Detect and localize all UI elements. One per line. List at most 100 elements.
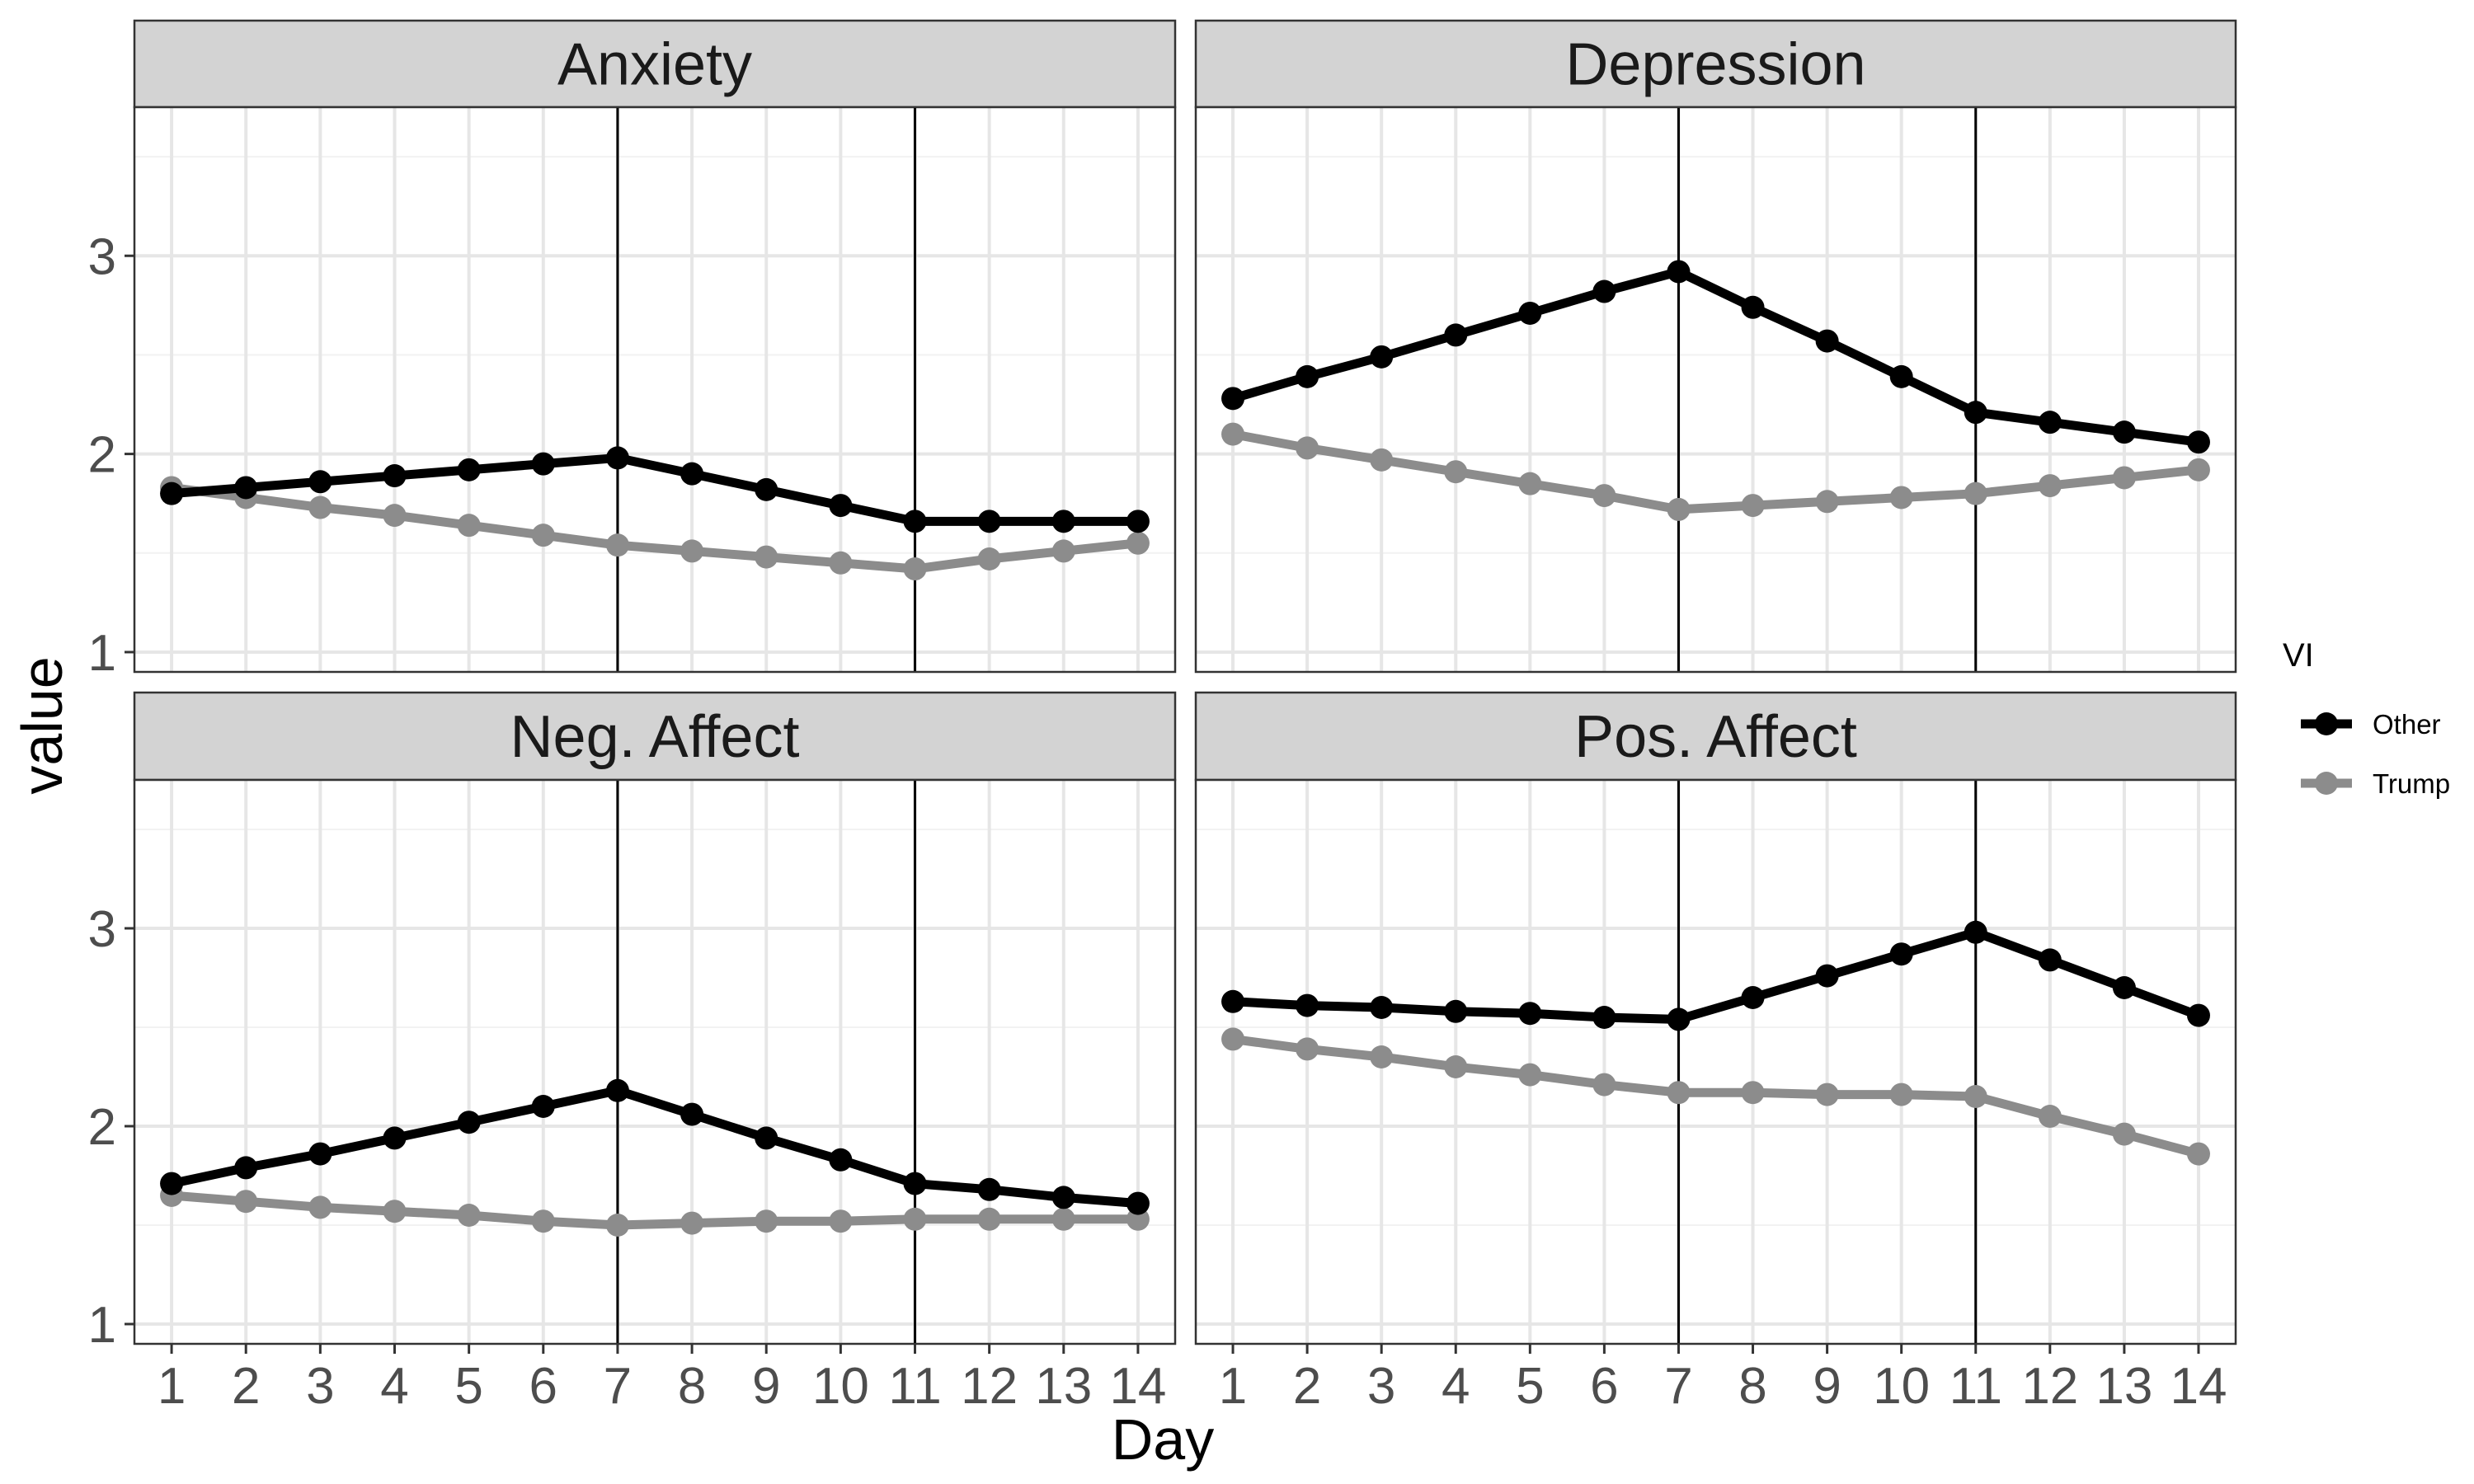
data-point [383, 464, 407, 488]
series-line [1231, 266, 2199, 447]
data-point [1592, 484, 1616, 508]
data-point [755, 1126, 778, 1150]
data-point [1444, 323, 1468, 347]
x-tick-label: 5 [454, 1358, 482, 1415]
series-line [1232, 430, 2199, 514]
x-tick-label: 2 [232, 1358, 260, 1415]
legend-label: Trump [2373, 768, 2450, 799]
data-point [1815, 490, 1839, 514]
data-point [1889, 1082, 1913, 1106]
x-tick-label: 7 [604, 1358, 632, 1415]
data-point [1518, 1063, 1542, 1087]
data-point [1370, 996, 1394, 1019]
x-tick-label: 4 [380, 1358, 408, 1415]
data-point [1889, 364, 1913, 388]
facet-title: Neg. Affect [510, 704, 800, 770]
legend-key-point [2315, 772, 2338, 795]
data-point [1221, 387, 1245, 411]
data-point [2038, 474, 2062, 498]
series-line [170, 1086, 1139, 1209]
facet-pos-affect: Pos. Affect [1194, 691, 2237, 1345]
data-point [1051, 1186, 1075, 1209]
y-tick-label: 2 [88, 427, 116, 484]
data-point [531, 524, 555, 547]
data-point [234, 1190, 258, 1214]
x-tick-label: 5 [1516, 1358, 1544, 1415]
data-point [1667, 1081, 1691, 1105]
x-axis-pos-affect: 1 2 3 4 5 6 7 8 9 10 11 12 13 14 [1219, 1344, 2227, 1415]
data-point [1964, 1085, 1987, 1108]
data-point [160, 1172, 184, 1195]
data-point [308, 1195, 332, 1219]
data-point [2186, 458, 2210, 481]
data-point [755, 477, 778, 501]
data-point [903, 510, 927, 533]
y-axis-neg-affect: 1 2 3 [88, 901, 134, 1354]
data-point [234, 476, 258, 500]
series-line [171, 453, 1138, 526]
data-point [1741, 986, 1765, 1009]
facet-strip [133, 691, 1177, 782]
data-point [1518, 1002, 1542, 1026]
x-tick-label: 13 [1035, 1358, 1092, 1415]
data-point [605, 1214, 629, 1237]
data-point [1126, 1191, 1150, 1215]
series-other [160, 1078, 1150, 1215]
data-point [1741, 1081, 1765, 1105]
data-point [755, 1209, 778, 1233]
data-point [2186, 430, 2210, 454]
data-point [977, 547, 1001, 571]
data-point [1518, 472, 1542, 495]
y-tick-label: 1 [88, 625, 116, 682]
data-point [680, 1102, 704, 1126]
data-point [2112, 976, 2136, 999]
panel-background [134, 107, 1175, 672]
series-trump [1221, 422, 2210, 521]
data-point [383, 1126, 407, 1150]
series-other [1221, 920, 2210, 1031]
facet-title: Depression [1565, 32, 1865, 98]
data-point [457, 1204, 481, 1227]
data-point [457, 1111, 481, 1134]
legend-title: VI [2283, 637, 2314, 674]
series-line [171, 1190, 1138, 1230]
data-point [1667, 497, 1691, 521]
data-point [680, 462, 704, 486]
facet-panels: Anxiety Depression Neg. Affect Pos. Affect [133, 19, 2237, 1345]
data-point [1815, 1082, 1839, 1106]
x-tick-label: 13 [2095, 1358, 2152, 1415]
x-tick-label: 11 [1950, 1358, 2002, 1415]
data-point [977, 1207, 1001, 1231]
x-tick-label: 6 [1590, 1358, 1618, 1415]
x-tick-label: 1 [158, 1358, 186, 1415]
data-point [1370, 345, 1394, 369]
data-point [829, 1148, 853, 1172]
facet-depression: Depression [1194, 19, 2237, 674]
data-point [680, 1211, 704, 1235]
x-tick-label: 8 [678, 1358, 706, 1415]
data-point [234, 1156, 258, 1180]
x-tick-label: 14 [2170, 1358, 2227, 1415]
data-point [531, 452, 555, 476]
data-point [1296, 436, 1319, 460]
x-tick-label: 12 [2021, 1358, 2078, 1415]
data-point [1444, 460, 1468, 484]
x-axis-title: Day [1112, 1407, 1214, 1472]
x-tick-label: 14 [1109, 1358, 1166, 1415]
data-point [457, 458, 481, 481]
x-tick-label: 8 [1738, 1358, 1766, 1415]
data-point [1964, 920, 1987, 944]
data-point [1815, 964, 1839, 988]
x-tick-label: 10 [812, 1358, 869, 1415]
panel-background [134, 780, 1175, 1344]
data-point [1370, 1045, 1394, 1068]
facet-title: Pos. Affect [1574, 704, 1857, 770]
data-point [1667, 1007, 1691, 1031]
x-tick-label: 3 [1367, 1358, 1395, 1415]
series-other [160, 446, 1150, 533]
data-point [903, 1207, 927, 1231]
data-point [383, 504, 407, 528]
series-line [1232, 928, 2200, 1024]
